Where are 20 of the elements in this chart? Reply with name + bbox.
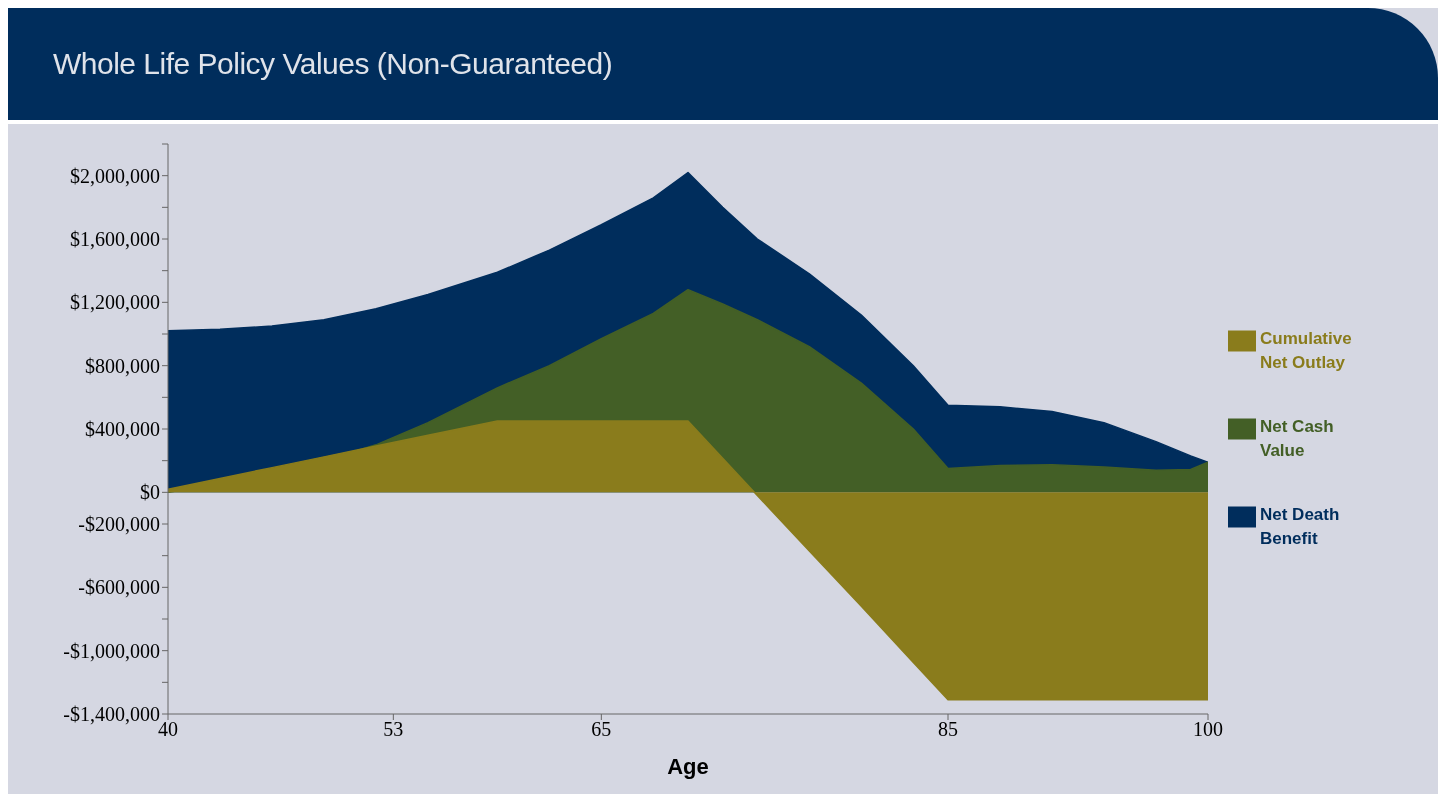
x-tick-label: 100 <box>1193 718 1223 741</box>
x-tick-label: 40 <box>158 718 178 741</box>
y-tick-label: $1,200,000 <box>70 291 160 314</box>
y-tick-label: $1,600,000 <box>70 228 160 251</box>
legend-label: Net Cash Value <box>1260 416 1335 462</box>
x-tick-label: 65 <box>591 718 612 741</box>
x-tick-label: 53 <box>383 718 404 741</box>
y-tick-label: -$200,000 <box>78 513 160 536</box>
y-tick-label: $2,000,000 <box>70 164 160 187</box>
y-tick-label: -$1,400,000 <box>63 703 160 726</box>
y-tick-label: $400,000 <box>85 418 160 441</box>
y-tick-label: -$600,000 <box>78 576 160 599</box>
x-tick-label: 85 <box>938 718 958 741</box>
legend-label: Net Death Benefit <box>1260 504 1341 550</box>
chart-title: Whole Life Policy Values (Non-Guaranteed) <box>53 47 613 81</box>
x-axis-title: Age <box>667 754 709 779</box>
legend-label: Cumulative Net Outlay <box>1260 328 1353 374</box>
y-tick-label: -$1,000,000 <box>63 639 160 662</box>
y-tick-label: $800,000 <box>85 354 160 377</box>
y-tick-label: $0 <box>140 481 160 504</box>
